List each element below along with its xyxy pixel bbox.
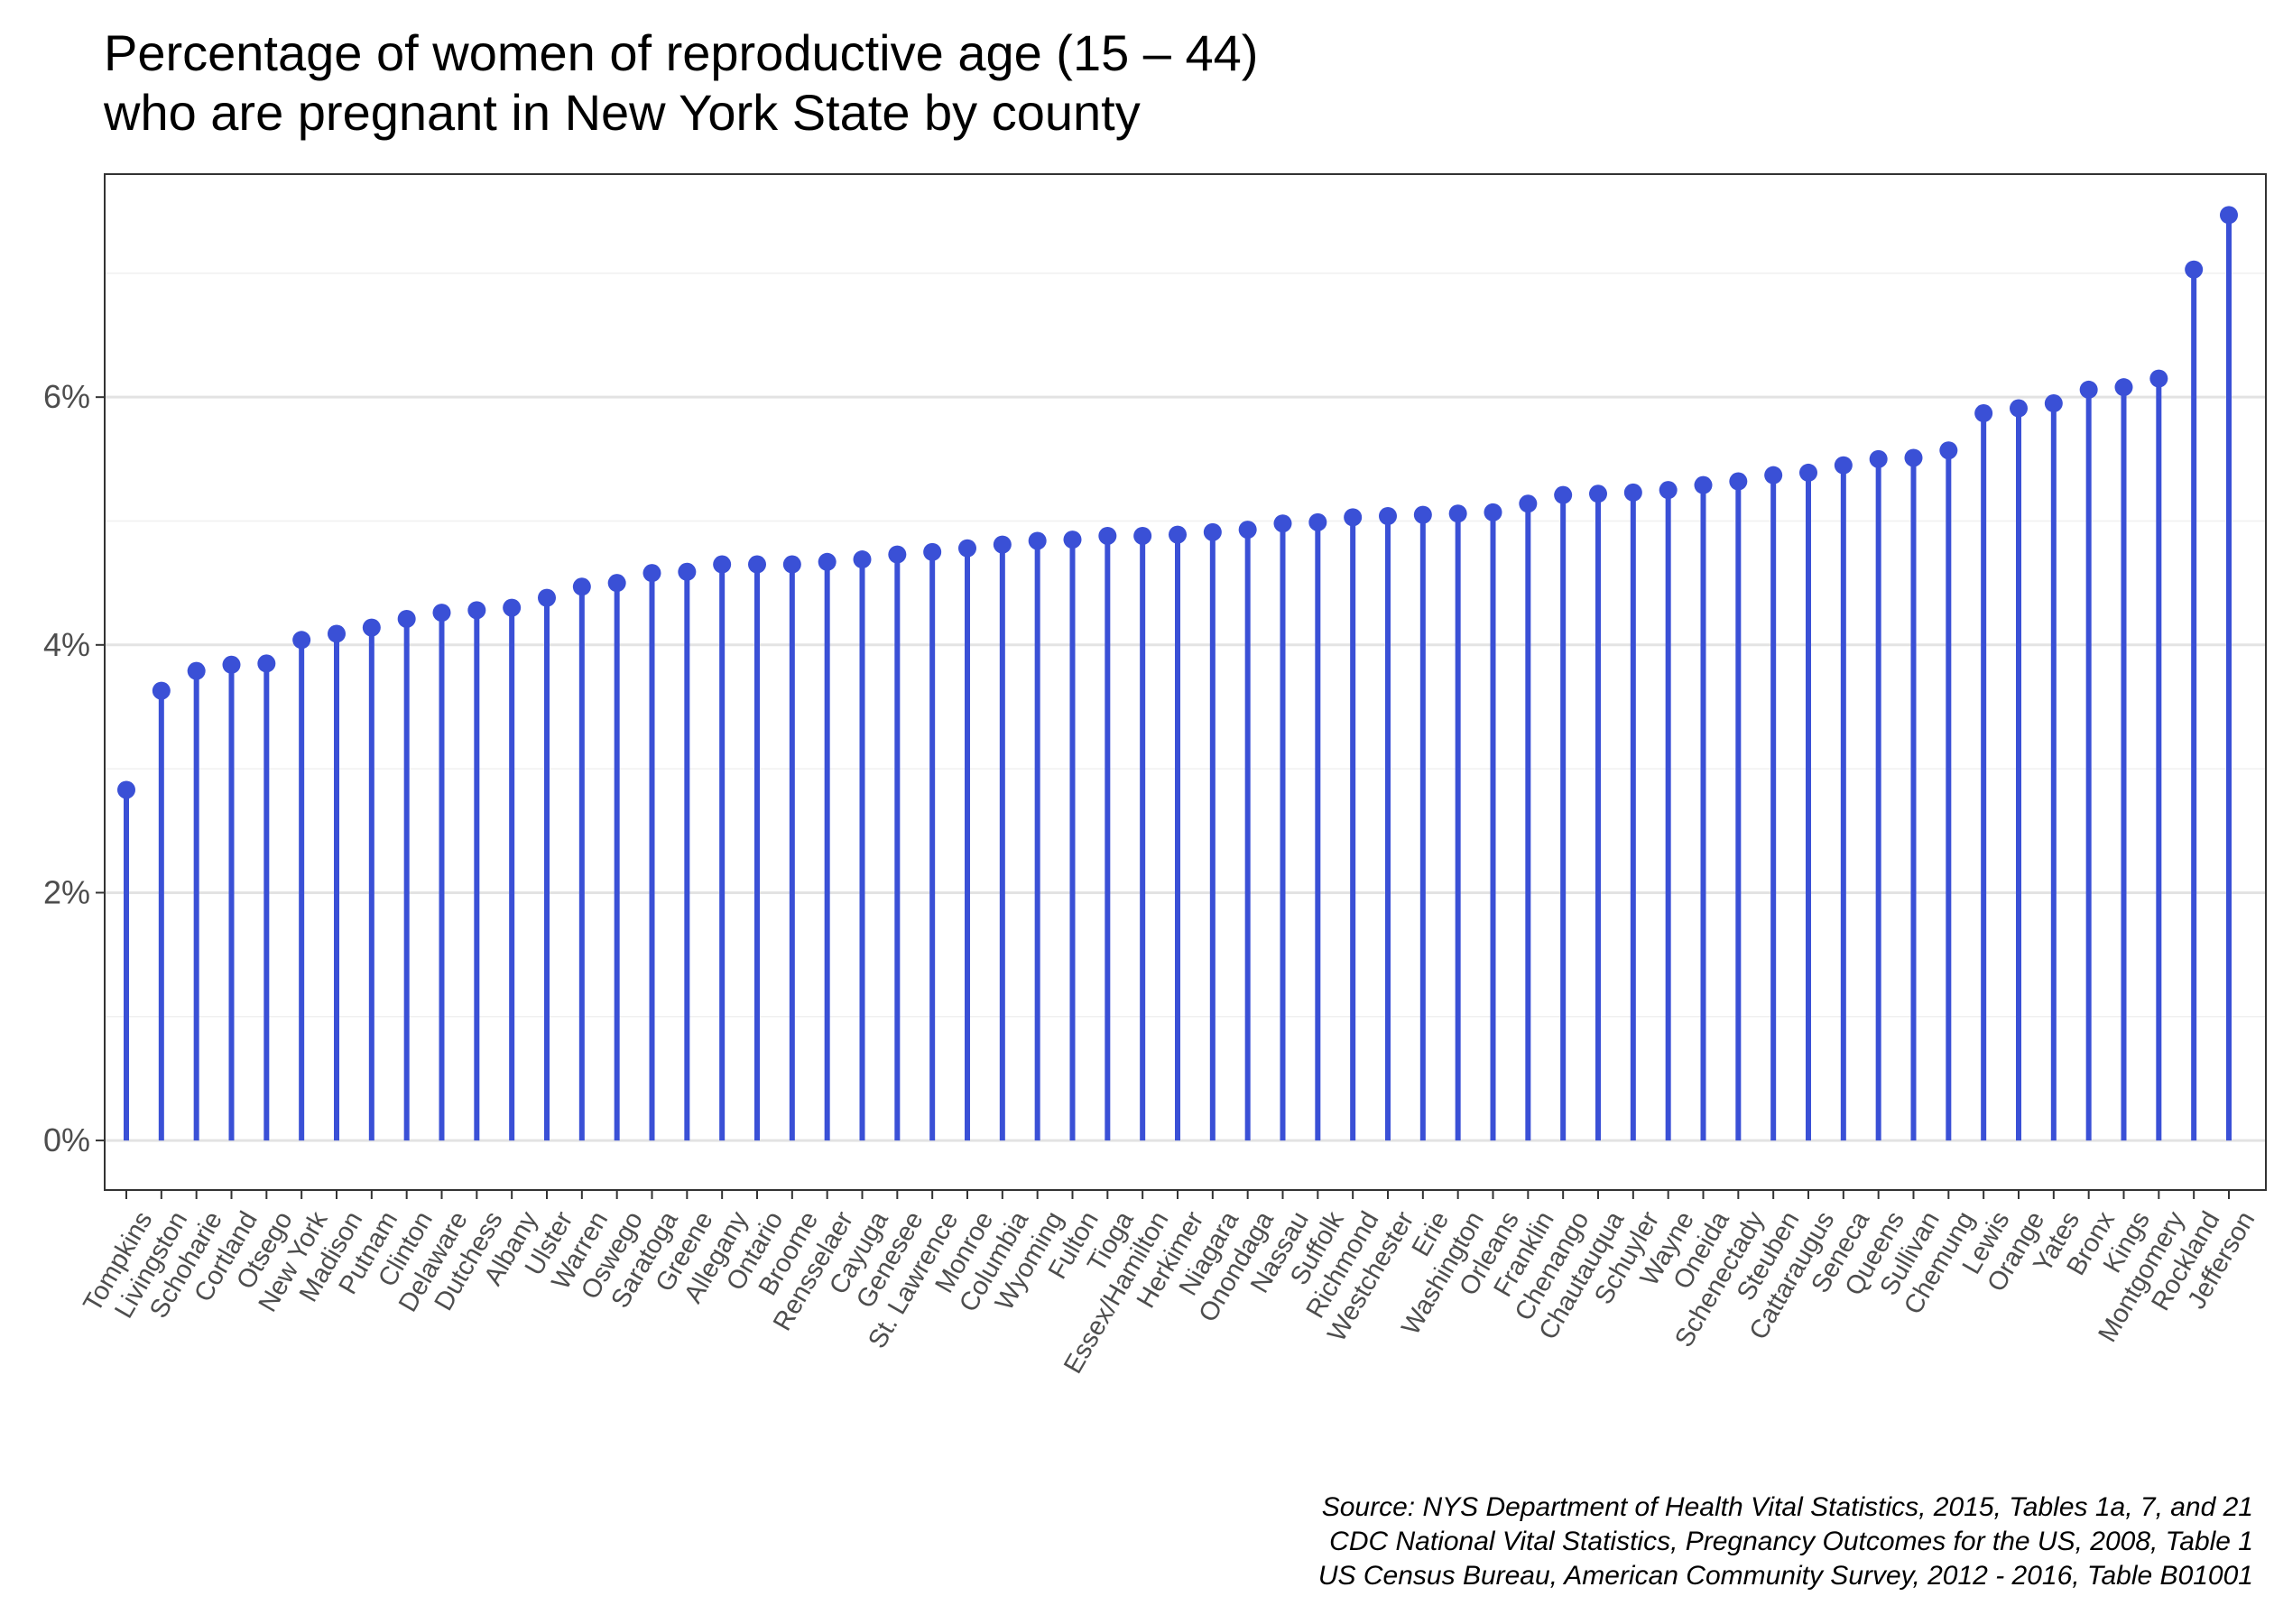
lollipop-point <box>958 539 976 558</box>
lollipop-point <box>2010 399 2028 418</box>
lollipop-point <box>713 555 732 574</box>
lollipop-point <box>678 562 697 581</box>
lollipop-point <box>292 631 311 650</box>
lollipop-point <box>1344 508 1363 527</box>
lollipop-point <box>2185 260 2204 279</box>
lollipop-point <box>1203 522 1222 541</box>
lollipop-point <box>2044 394 2063 413</box>
lollipop-point <box>1799 463 1817 482</box>
lollipop-point <box>1834 456 1853 475</box>
lollipop-point <box>362 618 381 637</box>
lollipop-point <box>1133 526 1152 545</box>
y-tick-label: 4% <box>43 626 90 663</box>
lollipop-point <box>257 654 276 673</box>
y-tick-label: 6% <box>43 378 90 415</box>
lollipop-point <box>1413 505 1432 524</box>
lollipop-point <box>748 555 766 574</box>
lollipop-point <box>642 564 661 583</box>
caption-line-2: CDC National Vital Statistics, Pregnancy… <box>1329 1527 2253 1556</box>
lollipop-point <box>1379 506 1397 525</box>
lollipop-point <box>1729 472 1748 491</box>
lollipop-point <box>853 550 872 569</box>
lollipop-point <box>1554 485 1573 504</box>
chart-title-line-1: Percentage of women of reproductive age … <box>104 24 1258 81</box>
lollipop-point <box>1238 521 1257 540</box>
lollipop-point <box>1939 441 1958 460</box>
lollipop-point <box>1623 483 1642 502</box>
lollipop-point <box>2149 369 2168 388</box>
lollipop-point <box>152 681 171 700</box>
panel-border <box>104 173 2267 1191</box>
lollipop-point <box>993 535 1012 554</box>
lollipop-point <box>923 542 942 561</box>
y-axis: 0% 2% 4% 6% <box>43 378 105 1158</box>
lollipop-point <box>888 545 907 564</box>
lollipop-point <box>1519 494 1538 513</box>
lollipop-point <box>1273 514 1292 533</box>
lollipop-point <box>1063 531 1082 549</box>
lollipop-point <box>1869 449 1888 468</box>
lollipop-point <box>397 609 416 628</box>
lollipop-point <box>818 552 837 571</box>
lollipop-point <box>117 780 135 799</box>
lollipop-point <box>1028 531 1047 550</box>
lollipop-point <box>1308 512 1327 531</box>
lollipop-point <box>2079 380 2098 399</box>
lollipop-point <box>1169 525 1187 544</box>
lollipop-point <box>1484 503 1502 521</box>
grid-lines <box>105 272 2266 1142</box>
lollipop-point <box>328 624 346 643</box>
caption-line-1: Source: NYS Department of Health Vital S… <box>1322 1492 2253 1522</box>
caption-line-3: US Census Bureau, American Community Sur… <box>1318 1561 2253 1591</box>
y-tick-label: 0% <box>43 1121 90 1158</box>
lollipop-point <box>1764 466 1783 484</box>
lollipop-point <box>1974 404 1993 423</box>
lollipop-point <box>1694 475 1713 494</box>
lollipop-point <box>222 655 241 674</box>
lollipop-point <box>1904 448 1923 467</box>
lollipop-point <box>1098 526 1117 545</box>
lollipop-stems <box>124 215 2232 1141</box>
chart-title-line-2: who are pregnant in New York State by co… <box>103 84 1141 141</box>
y-tick-label: 2% <box>43 873 90 910</box>
lollipop-point <box>2114 378 2133 397</box>
lollipop-point <box>467 601 486 620</box>
lollipop-point <box>1448 504 1467 523</box>
lollipop-point <box>538 588 556 607</box>
lollipop-point <box>572 577 591 596</box>
lollipop-point <box>1589 484 1607 503</box>
x-axis: TompkinsLivingstonSchoharieCortlandOtseg… <box>78 1190 2260 1379</box>
lollipop-points <box>117 206 2238 799</box>
lollipop-point <box>432 604 451 623</box>
lollipop-point <box>1659 481 1678 500</box>
lollipop-point <box>782 555 801 574</box>
lollipop-point <box>187 661 206 680</box>
lollipop-point <box>607 574 626 593</box>
lollipop-point <box>503 598 522 617</box>
lollipop-point <box>2220 206 2238 225</box>
